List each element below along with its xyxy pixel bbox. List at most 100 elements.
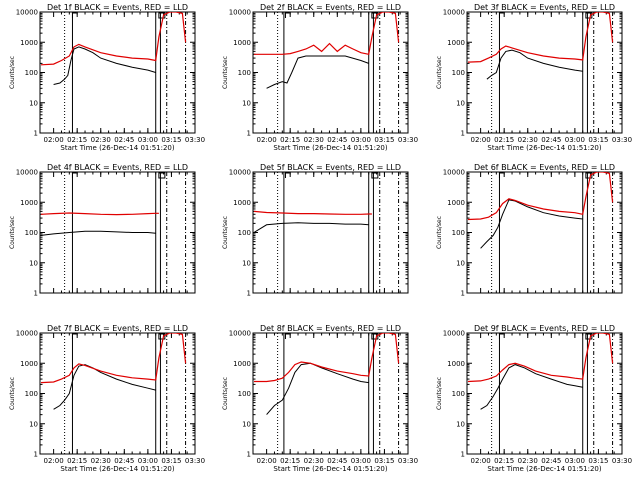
y-axis-label: Counts/sec <box>9 216 16 249</box>
panel-title: Det 7f BLACK = Events, RED = LLD <box>47 324 188 333</box>
y-tick-label: 1 <box>34 451 38 459</box>
x-tick-label: 02:15 <box>280 136 300 144</box>
y-tick-label: 10000 <box>16 169 38 177</box>
x-tick-label: 03:30 <box>185 457 205 465</box>
saa-flag-box <box>585 172 593 179</box>
y-tick-label: 1000 <box>233 39 251 47</box>
y-tick-label: 100 <box>238 229 251 237</box>
y-tick-label: 10000 <box>229 169 251 177</box>
plot-frame <box>466 171 623 294</box>
y-tick-label: 1 <box>34 130 38 138</box>
x-tick-label: 02:00 <box>44 457 64 465</box>
panel-title: Det 2f BLACK = Events, RED = LLD <box>260 3 401 12</box>
y-tick-label: 1 <box>461 130 465 138</box>
saa-flag-box <box>158 172 166 179</box>
lld-series-line <box>40 333 187 384</box>
panel-title: Det 6f BLACK = Events, RED = LLD <box>474 163 615 172</box>
x-tick-label: 02:30 <box>518 457 538 465</box>
y-axis-label: Counts/sec <box>222 56 229 89</box>
lld-series-line <box>467 172 614 221</box>
x-axis-label: Start Time (26-Dec-14 01:51:20) <box>487 144 601 152</box>
events-series-line <box>266 362 369 415</box>
y-tick-label: 1000 <box>20 199 38 207</box>
panel-5: Det 5f BLACK = Events, RED = LLD 1 10 100 10… <box>222 163 409 298</box>
x-tick-label: 03:30 <box>185 136 205 144</box>
x-tick-label: 02:15 <box>67 457 87 465</box>
x-tick-label: 03:15 <box>161 457 181 465</box>
lld-series-line <box>467 333 614 383</box>
plot-frame <box>39 11 196 134</box>
x-axis-label: Start Time (26-Dec-14 01:51:20) <box>60 465 174 473</box>
y-tick-label: 1000 <box>233 360 251 368</box>
events-series-line <box>253 222 369 233</box>
y-tick-label: 10000 <box>443 169 465 177</box>
y-tick-label: 100 <box>452 69 465 77</box>
y-tick-label: 1 <box>247 451 251 459</box>
x-tick-label: 02:00 <box>257 136 277 144</box>
plot-frame <box>252 332 409 455</box>
x-tick-label: 02:45 <box>541 457 561 465</box>
y-axis-label: Counts/sec <box>222 377 229 410</box>
x-tick-label: 03:15 <box>374 136 394 144</box>
panel-6: Det 6f BLACK = Events, RED = LLD 1 10 100 10… <box>436 163 623 298</box>
x-tick-label: 02:30 <box>304 457 324 465</box>
events-series-line <box>53 46 156 85</box>
x-axis-label: Start Time (26-Dec-14 01:51:20) <box>60 144 174 152</box>
y-tick-label: 100 <box>25 69 38 77</box>
x-axis-label: Start Time (26-Dec-14 01:51:20) <box>487 465 601 473</box>
y-tick-label: 10000 <box>16 330 38 338</box>
plot-frame <box>39 171 196 294</box>
y-tick-label: 1000 <box>447 360 465 368</box>
y-tick-label: 1 <box>247 130 251 138</box>
y-tick-label: 10 <box>456 259 465 267</box>
x-tick-label: 03:00 <box>351 136 371 144</box>
y-axis-label: Counts/sec <box>436 56 443 89</box>
events-series-line <box>266 55 369 89</box>
x-tick-label: 03:30 <box>398 457 418 465</box>
y-tick-label: 10000 <box>443 9 465 17</box>
panel-title: Det 9f BLACK = Events, RED = LLD <box>474 324 615 333</box>
y-tick-label: 10 <box>456 99 465 107</box>
x-tick-label: 03:15 <box>374 457 394 465</box>
saa-flag-box <box>371 12 379 19</box>
y-tick-label: 1 <box>461 451 465 459</box>
x-tick-label: 02:15 <box>494 457 514 465</box>
y-tick-label: 1000 <box>447 39 465 47</box>
y-tick-label: 100 <box>238 390 251 398</box>
x-tick-label: 02:00 <box>471 457 491 465</box>
y-tick-label: 10000 <box>229 330 251 338</box>
start-flag <box>71 333 77 339</box>
y-tick-label: 10 <box>242 99 251 107</box>
y-tick-label: 1 <box>247 290 251 298</box>
y-axis-label: Counts/sec <box>9 377 16 410</box>
start-flag <box>498 172 504 178</box>
x-tick-label: 02:30 <box>91 457 111 465</box>
y-tick-label: 1000 <box>20 360 38 368</box>
panel-2: Det 2f BLACK = Events, RED = LLD 1 10 100 10… <box>222 3 418 152</box>
plot-frame <box>252 11 409 134</box>
x-tick-label: 02:45 <box>541 136 561 144</box>
x-tick-label: 02:15 <box>494 136 514 144</box>
y-tick-label: 1000 <box>447 199 465 207</box>
x-tick-label: 02:30 <box>91 136 111 144</box>
start-flag <box>284 172 290 178</box>
x-tick-label: 03:00 <box>138 136 158 144</box>
x-tick-label: 02:00 <box>44 136 64 144</box>
x-tick-label: 02:45 <box>114 457 134 465</box>
x-tick-label: 03:00 <box>138 457 158 465</box>
events-series-line <box>40 230 156 236</box>
lld-series-line <box>40 12 187 66</box>
panel-title: Det 3f BLACK = Events, RED = LLD <box>474 3 615 12</box>
y-tick-label: 10000 <box>229 9 251 17</box>
y-tick-label: 10000 <box>443 330 465 338</box>
y-axis-label: Counts/sec <box>222 216 229 249</box>
lld-series-line <box>253 210 372 215</box>
y-tick-label: 1000 <box>20 39 38 47</box>
start-flag <box>71 12 77 18</box>
panel-8: Det 8f BLACK = Events, RED = LLD 1 10 100 10… <box>222 324 418 473</box>
panel-1: Det 1f BLACK = Events, RED = LLD 1 10 100 10… <box>9 3 205 152</box>
start-flag <box>71 172 77 178</box>
x-tick-label: 02:00 <box>257 457 277 465</box>
panel-7: Det 7f BLACK = Events, RED = LLD 1 10 100 10… <box>9 324 205 473</box>
y-tick-label: 10 <box>29 420 38 428</box>
